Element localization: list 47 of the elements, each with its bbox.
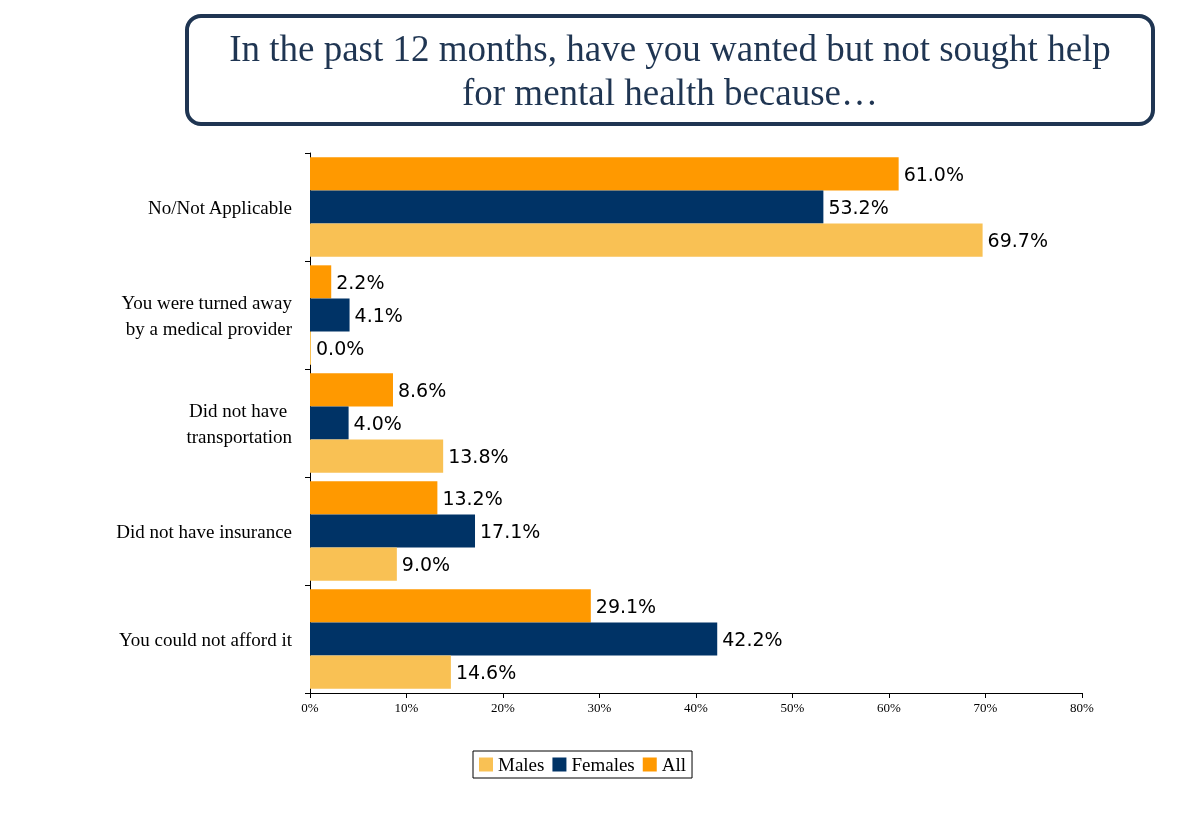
bar — [310, 190, 824, 224]
data-label: 9.0% — [401, 553, 451, 576]
bar — [310, 223, 983, 257]
data-label: 2.2% — [336, 270, 385, 293]
data-label: 13.2% — [442, 486, 503, 509]
bar — [310, 589, 591, 623]
bar — [310, 655, 451, 689]
y-tick-label: You could not afford it — [119, 628, 293, 650]
legend-label: All — [661, 754, 687, 775]
y-tick-label: No/Not Applicable — [147, 196, 292, 218]
bar — [310, 622, 718, 656]
x-tick-label: 60% — [877, 700, 902, 715]
x-tick-label: 0% — [301, 700, 319, 715]
x-tick-label: 20% — [491, 700, 516, 715]
data-label: 4.0% — [353, 412, 402, 434]
y-tick-label: You were turned away by a medical provider — [121, 291, 293, 339]
data-label: 29.1% — [595, 594, 657, 617]
data-label: 42.2% — [722, 628, 783, 650]
data-label: 8.6% — [397, 378, 447, 401]
y-tick-label: Did not have insurance — [116, 520, 292, 542]
x-tick-label: 50% — [780, 700, 805, 715]
x-tick-label: 30% — [587, 700, 612, 715]
data-label: 13.8% — [448, 445, 509, 468]
legend-label: Females — [571, 754, 635, 775]
x-tick-label: 40% — [684, 700, 709, 715]
data-label: 53.2% — [828, 196, 889, 218]
data-label: 14.6% — [455, 661, 517, 684]
bar — [310, 406, 349, 440]
data-label: 69.7% — [987, 229, 1048, 252]
legend-label: Males — [498, 754, 545, 775]
data-label: 0.0% — [316, 337, 365, 360]
x-tick-label: 70% — [973, 700, 998, 715]
bar — [310, 373, 393, 407]
bar — [310, 157, 899, 191]
bar — [310, 265, 332, 299]
bar — [310, 481, 438, 515]
x-tick-label: 80% — [1070, 700, 1095, 715]
data-label: 61.0% — [903, 162, 965, 185]
data-label: 4.1% — [354, 304, 403, 326]
bar — [310, 547, 397, 581]
chart-title: In the past 12 months, have you wanted but not sought help for mental health because… — [229, 27, 1111, 113]
bar — [310, 439, 444, 473]
x-tick-label: 10% — [394, 700, 419, 715]
bar — [310, 514, 476, 548]
bar — [310, 298, 350, 332]
data-label: 17.1% — [480, 520, 541, 542]
y-tick-label: Did not have transportation — [186, 399, 293, 447]
